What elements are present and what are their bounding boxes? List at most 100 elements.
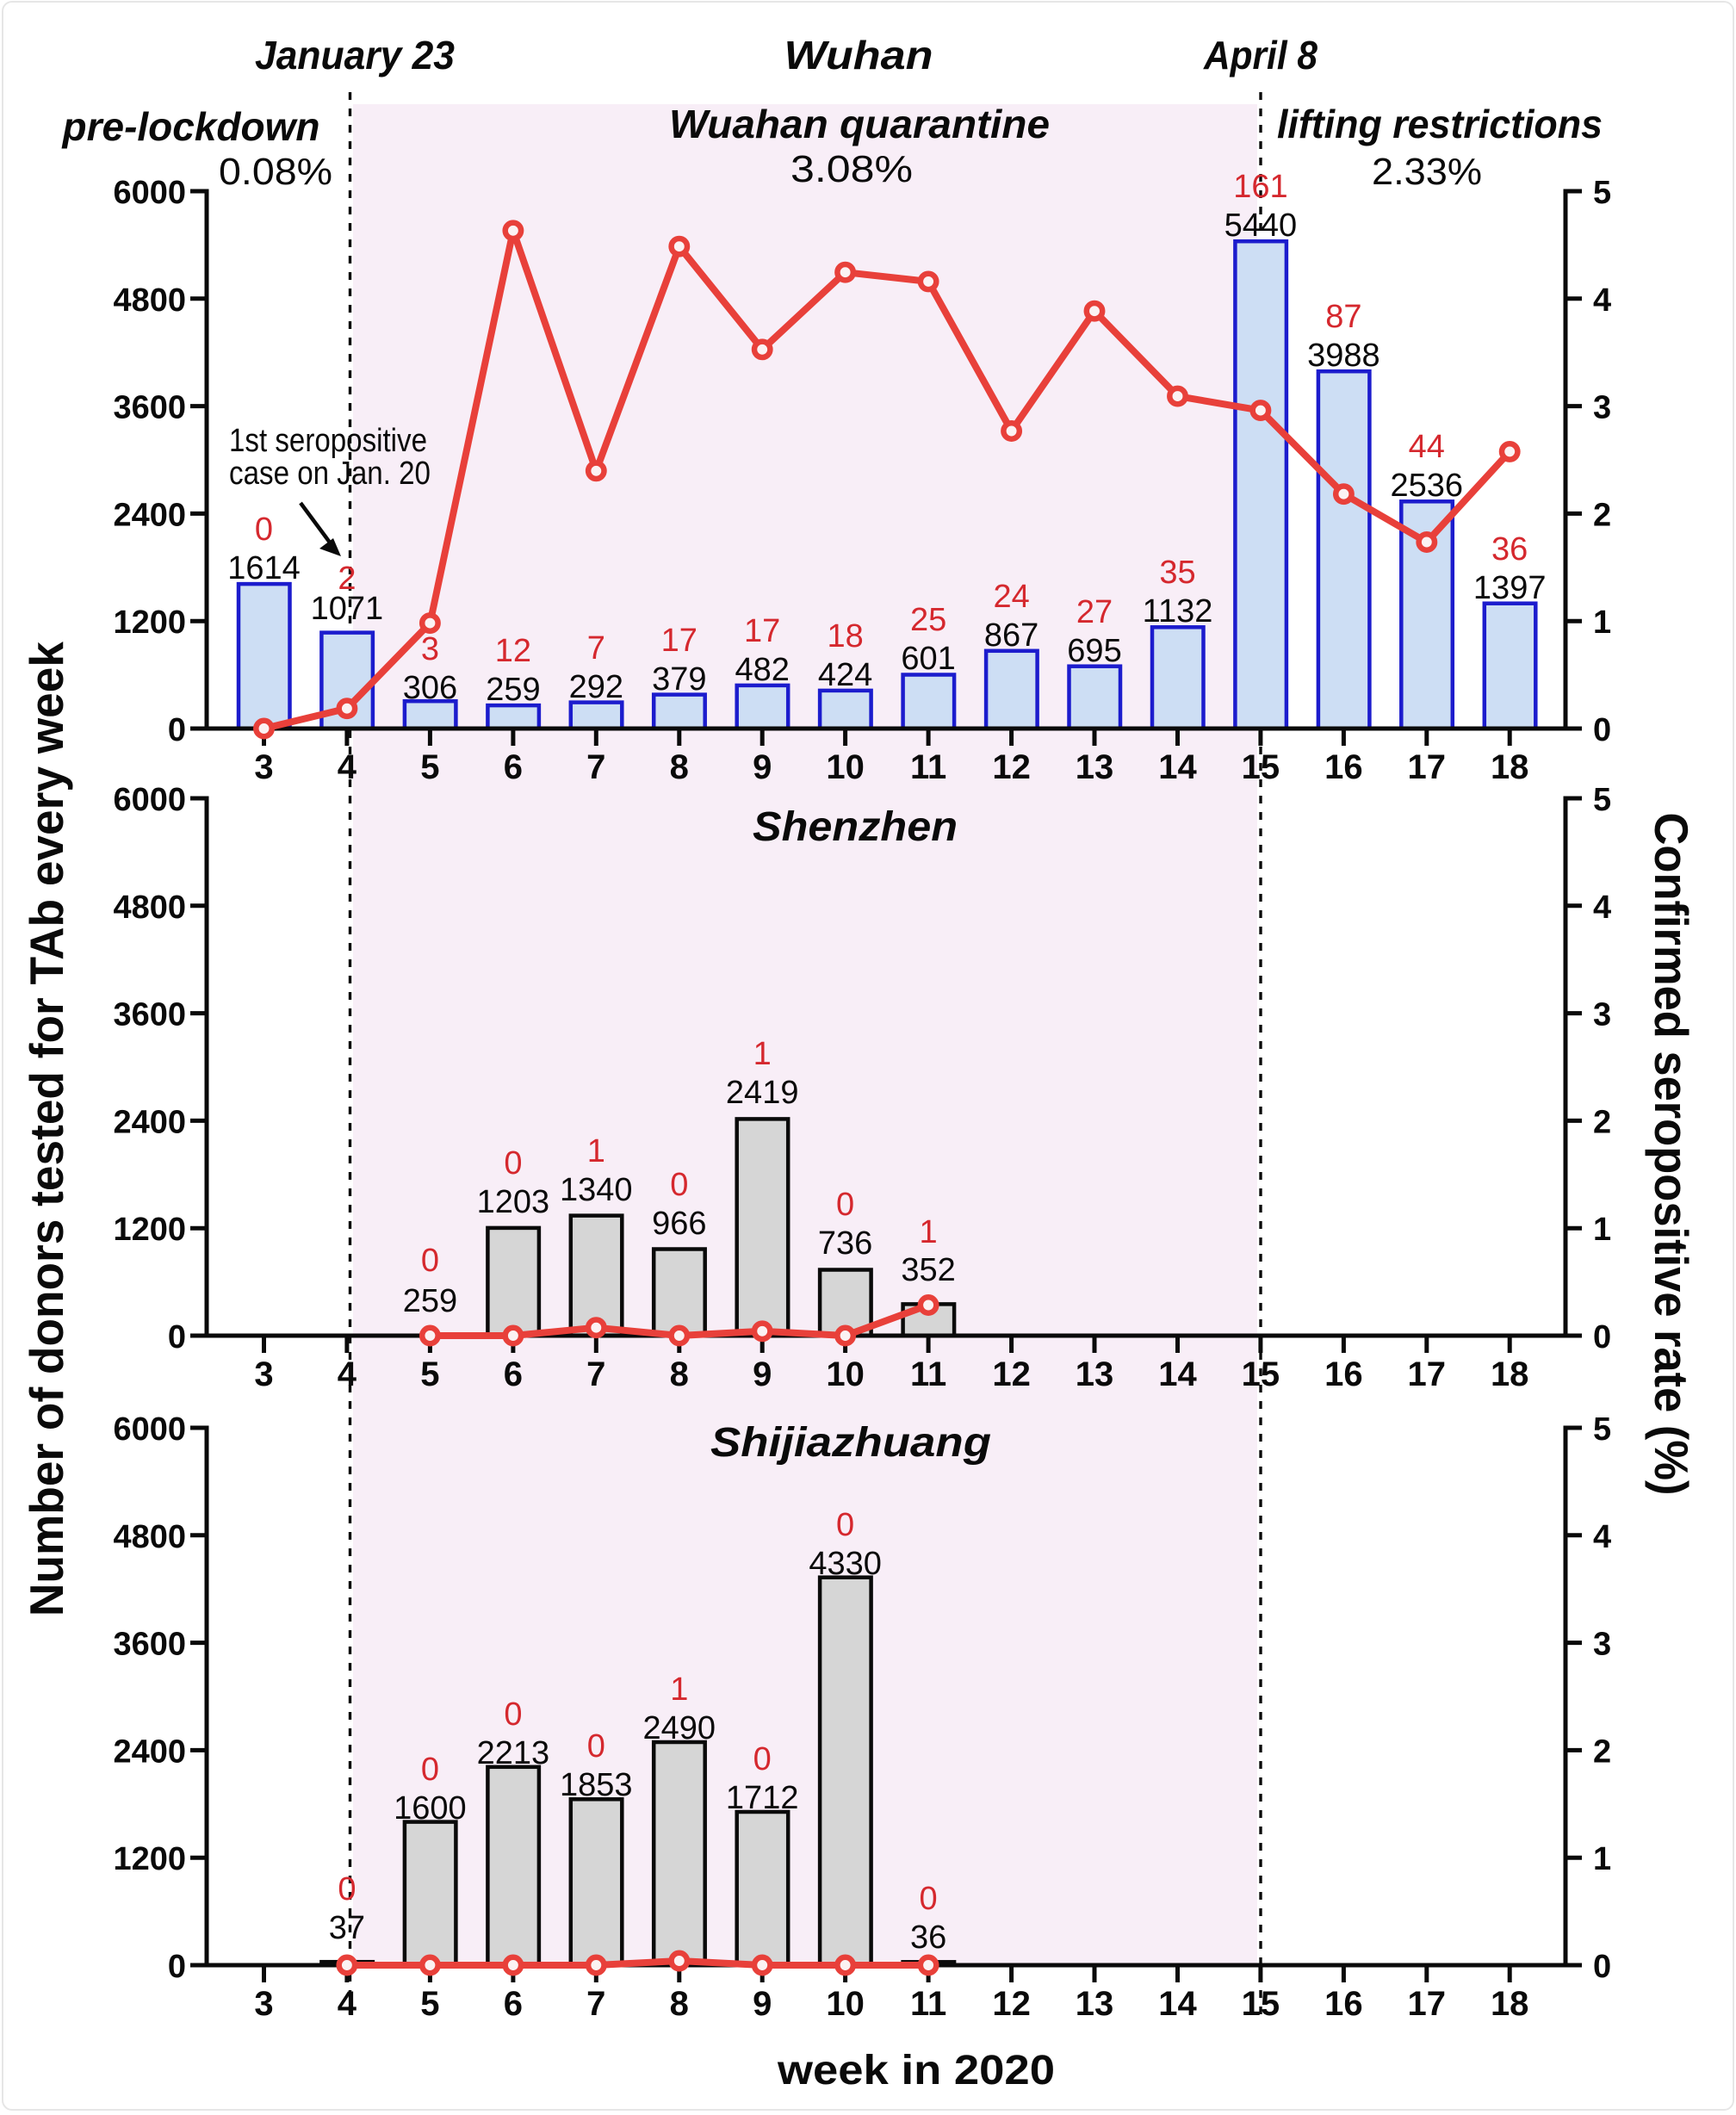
- svg-text:15: 15: [1242, 1985, 1280, 2023]
- svg-text:0: 0: [753, 1741, 772, 1777]
- svg-text:14: 14: [1158, 1355, 1197, 1393]
- svg-text:2.33%: 2.33%: [1372, 151, 1482, 193]
- svg-text:17: 17: [1408, 748, 1447, 786]
- svg-text:1600: 1600: [394, 1790, 467, 1827]
- svg-text:April 8: April 8: [1203, 33, 1318, 78]
- svg-text:4800: 4800: [113, 1519, 186, 1555]
- svg-text:6000: 6000: [113, 175, 186, 211]
- svg-text:3: 3: [254, 748, 273, 786]
- svg-text:0: 0: [836, 1507, 854, 1543]
- svg-text:4: 4: [338, 1355, 357, 1393]
- svg-text:9: 9: [753, 1985, 772, 2023]
- svg-text:7: 7: [586, 1985, 605, 2023]
- svg-text:0: 0: [504, 1696, 522, 1733]
- svg-text:379: 379: [652, 661, 706, 698]
- svg-text:1203: 1203: [477, 1184, 550, 1220]
- svg-text:2490: 2490: [643, 1710, 716, 1746]
- svg-text:5: 5: [420, 1985, 439, 2023]
- svg-text:0: 0: [168, 1949, 186, 1985]
- svg-text:16: 16: [1324, 1985, 1363, 2023]
- svg-text:259: 259: [403, 1283, 457, 1319]
- svg-text:867: 867: [984, 617, 1038, 654]
- svg-text:6: 6: [504, 1355, 523, 1393]
- svg-text:1614: 1614: [227, 550, 301, 586]
- svg-text:13: 13: [1076, 748, 1114, 786]
- svg-text:1: 1: [587, 1133, 605, 1169]
- svg-text:25: 25: [910, 602, 946, 638]
- svg-text:8: 8: [670, 1355, 689, 1393]
- svg-text:5440: 5440: [1224, 208, 1298, 244]
- svg-text:7: 7: [586, 748, 605, 786]
- svg-text:17: 17: [744, 613, 780, 649]
- svg-text:7: 7: [586, 1355, 605, 1393]
- svg-text:18: 18: [1491, 1355, 1529, 1393]
- svg-text:4: 4: [1593, 282, 1611, 319]
- svg-text:3600: 3600: [113, 1627, 186, 1663]
- svg-text:1340: 1340: [560, 1172, 633, 1208]
- svg-text:1200: 1200: [113, 605, 186, 641]
- svg-text:5: 5: [1593, 1411, 1611, 1448]
- svg-text:352: 352: [901, 1252, 955, 1288]
- svg-text:16: 16: [1324, 1355, 1363, 1393]
- svg-text:1: 1: [920, 1214, 938, 1250]
- svg-text:1397: 1397: [1473, 570, 1547, 606]
- svg-text:Shijiazhuang: Shijiazhuang: [710, 1420, 991, 1466]
- svg-text:292: 292: [569, 669, 623, 705]
- svg-text:pre-lockdown: pre-lockdown: [61, 104, 320, 149]
- svg-text:1: 1: [670, 1672, 688, 1708]
- svg-text:2400: 2400: [113, 497, 186, 533]
- svg-text:Number of donors tested for TA: Number of donors tested for TAb every we…: [20, 642, 73, 1616]
- svg-text:1200: 1200: [113, 1212, 186, 1248]
- svg-text:13: 13: [1076, 1355, 1114, 1393]
- svg-text:3: 3: [1593, 390, 1611, 426]
- svg-text:0: 0: [504, 1145, 522, 1182]
- svg-text:0: 0: [1593, 1949, 1611, 1985]
- svg-text:lifting restrictions: lifting restrictions: [1277, 102, 1603, 146]
- svg-text:736: 736: [818, 1225, 872, 1262]
- svg-text:44: 44: [1409, 429, 1445, 465]
- svg-text:12: 12: [992, 1985, 1031, 2023]
- svg-text:3988: 3988: [1307, 338, 1380, 374]
- svg-text:10: 10: [826, 1355, 865, 1393]
- svg-text:11: 11: [910, 1985, 946, 2023]
- svg-text:2: 2: [1593, 1734, 1611, 1770]
- svg-text:18: 18: [827, 618, 863, 654]
- svg-text:1712: 1712: [726, 1780, 799, 1816]
- svg-text:8: 8: [670, 748, 689, 786]
- svg-text:27: 27: [1076, 594, 1113, 630]
- svg-text:0: 0: [421, 1243, 439, 1279]
- svg-text:24: 24: [993, 579, 1029, 615]
- svg-text:14: 14: [1158, 748, 1197, 786]
- svg-text:2419: 2419: [726, 1075, 799, 1111]
- svg-text:0: 0: [421, 1752, 439, 1788]
- svg-text:1071: 1071: [311, 591, 384, 627]
- svg-text:16: 16: [1324, 748, 1363, 786]
- svg-text:0: 0: [670, 1167, 688, 1203]
- svg-text:week in 2020: week in 2020: [777, 2048, 1055, 2093]
- svg-text:Wuhan: Wuhan: [784, 33, 933, 78]
- svg-text:4800: 4800: [113, 282, 186, 319]
- svg-text:15: 15: [1242, 748, 1280, 786]
- svg-text:17: 17: [661, 623, 698, 659]
- svg-text:10: 10: [826, 1985, 865, 2023]
- svg-text:2: 2: [338, 561, 356, 597]
- svg-text:1st seropositive: 1st seropositive: [229, 423, 427, 459]
- svg-text:1: 1: [1593, 1841, 1611, 1877]
- svg-text:0: 0: [338, 1871, 356, 1907]
- svg-text:14: 14: [1158, 1985, 1197, 2023]
- svg-text:37: 37: [329, 1910, 365, 1946]
- svg-text:306: 306: [403, 670, 457, 706]
- svg-text:15: 15: [1242, 1355, 1280, 1393]
- svg-text:3600: 3600: [113, 997, 186, 1033]
- svg-text:695: 695: [1067, 633, 1121, 669]
- svg-text:9: 9: [753, 1355, 772, 1393]
- svg-text:35: 35: [1159, 555, 1195, 591]
- svg-text:0: 0: [836, 1187, 854, 1223]
- svg-text:4: 4: [1593, 1519, 1611, 1555]
- svg-text:3: 3: [1593, 1627, 1611, 1663]
- svg-text:0.08%: 0.08%: [219, 151, 332, 193]
- svg-text:18: 18: [1491, 1985, 1529, 2023]
- svg-text:9: 9: [753, 748, 772, 786]
- svg-text:0: 0: [1593, 712, 1611, 748]
- svg-text:6: 6: [504, 1985, 523, 2023]
